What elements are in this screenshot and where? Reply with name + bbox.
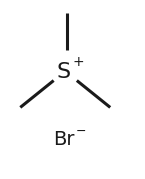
Text: −: − [75, 125, 86, 138]
Text: S: S [57, 62, 71, 82]
Text: Br: Br [53, 130, 75, 149]
Text: +: + [72, 55, 84, 69]
